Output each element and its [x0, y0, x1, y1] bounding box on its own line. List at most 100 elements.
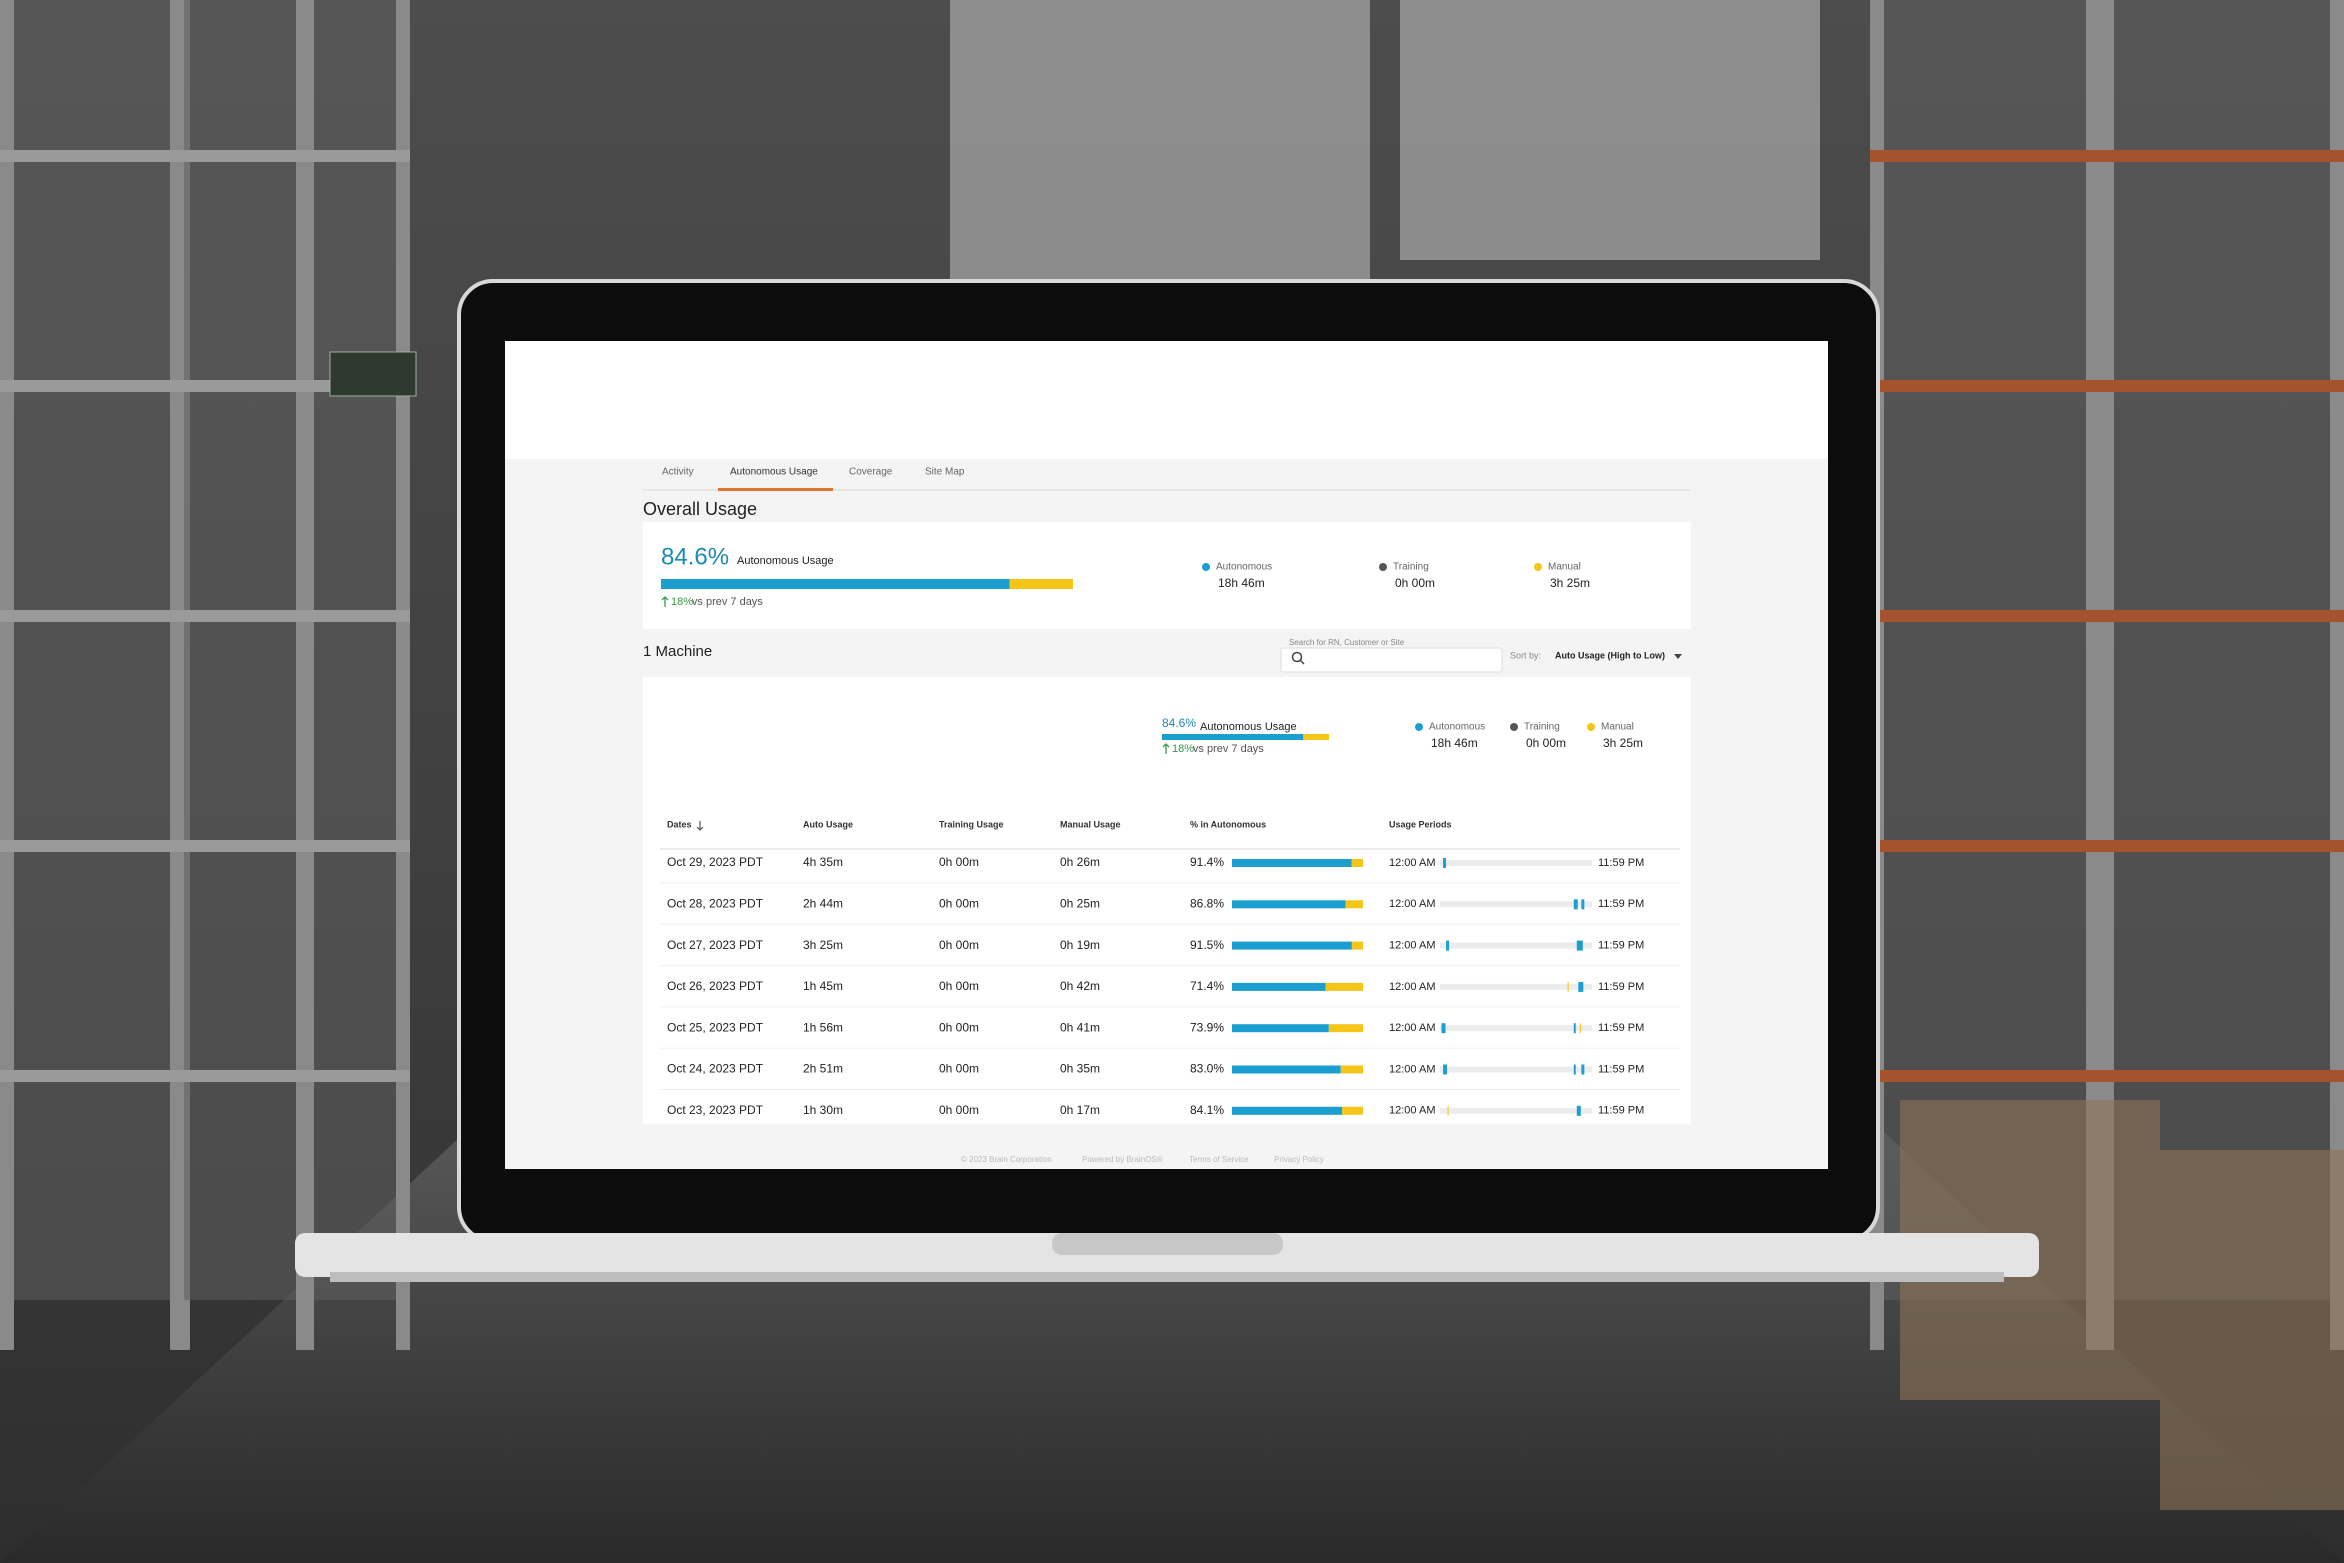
section-title: Overall Usage — [643, 499, 757, 519]
autonomous-bar — [661, 579, 1010, 589]
period-end: 11:59 PM — [1598, 1105, 1644, 1117]
cell-auto: 2h 44m — [803, 896, 843, 910]
legend-dot — [1415, 723, 1423, 731]
cell-percent: 83.0% — [1190, 1062, 1224, 1076]
cell-auto: 1h 30m — [803, 1103, 843, 1117]
shelf-stack — [1870, 0, 2100, 1300]
summary-label: Autonomous Usage — [1200, 721, 1297, 733]
footer-link: © 2023 Brain Corporation — [961, 1155, 1052, 1164]
legend-value: 3h 25m — [1603, 736, 1643, 750]
legend-dot — [1587, 723, 1595, 731]
shelf-beam — [2100, 840, 2344, 852]
column-header[interactable]: Dates — [667, 819, 692, 829]
shelf-beam — [170, 840, 310, 852]
cell-manual: 0h 17m — [1060, 1103, 1100, 1117]
legend-value: 0h 00m — [1395, 576, 1435, 590]
autonomous-bar — [1232, 859, 1352, 867]
timeline-segment — [1446, 940, 1450, 951]
boxes — [2160, 1150, 2344, 1510]
shelf-post — [2330, 0, 2344, 1350]
laptop-notch — [1052, 1233, 1283, 1255]
period-end: 11:59 PM — [1598, 1022, 1644, 1034]
dropdown-caret — [1674, 654, 1682, 659]
timeline-track — [1440, 901, 1592, 908]
section-title: 1 Machine — [643, 643, 712, 660]
cell-manual: 0h 19m — [1060, 938, 1100, 952]
footer-link: Powered by BrainOS® — [1082, 1155, 1163, 1164]
timeline-track — [1440, 860, 1592, 866]
shelf-beam — [1870, 1070, 2100, 1082]
period-start: 12:00 AM — [1389, 857, 1435, 869]
timeline-track — [1440, 1066, 1592, 1073]
timeline-track — [1440, 1025, 1592, 1032]
active-tab-underline — [718, 488, 833, 491]
timeline-segment — [1573, 899, 1578, 910]
timeline-track — [1440, 1107, 1592, 1114]
shelf-beam — [0, 610, 190, 622]
app-header — [505, 341, 1828, 459]
timeline-segment — [1573, 1064, 1576, 1075]
timeline-segment — [1443, 1064, 1448, 1075]
column-header: % in Autonomous — [1190, 819, 1266, 829]
cell-percent: 84.1% — [1190, 1103, 1224, 1117]
timeline-track — [1440, 983, 1592, 990]
cell-training: 0h 00m — [939, 1020, 979, 1034]
shelf-stack — [300, 0, 410, 1300]
search-box[interactable] — [1280, 647, 1503, 673]
cell-training: 0h 00m — [939, 855, 979, 869]
manual-bar — [1340, 1065, 1363, 1074]
legend-dot — [1510, 723, 1518, 731]
timeline-segment — [1441, 1023, 1446, 1034]
cell-training: 0h 00m — [939, 1103, 979, 1117]
timeline-segment — [1576, 1105, 1581, 1116]
shelf-post — [170, 0, 184, 1350]
cell-auto: 1h 45m — [803, 979, 843, 993]
cell-percent: 73.9% — [1190, 1020, 1224, 1034]
exit-sign — [329, 351, 417, 397]
timeline-segment — [1578, 981, 1584, 992]
shelf-beam — [2100, 1070, 2344, 1082]
summary-percent: 84.6% — [661, 543, 729, 570]
autonomous-bar — [1232, 1065, 1341, 1074]
shelf-beam — [170, 1070, 310, 1082]
manual-bar — [1342, 1106, 1363, 1115]
manual-bar — [1351, 859, 1363, 867]
shelf-beam — [170, 150, 310, 162]
cell-percent: 91.5% — [1190, 938, 1224, 952]
change-note: vs prev 7 days — [692, 596, 763, 608]
legend-dot — [1202, 563, 1210, 571]
cell-auto: 4h 35m — [803, 855, 843, 869]
shelf-beam — [300, 610, 410, 622]
cell-percent: 71.4% — [1190, 979, 1224, 993]
autonomous-bar — [1162, 734, 1304, 740]
autonomous-bar — [1232, 982, 1326, 991]
tab[interactable]: Activity — [662, 467, 694, 478]
shelf-beam — [0, 840, 190, 852]
legend-name: Autonomous — [1216, 562, 1272, 573]
tab[interactable]: Coverage — [849, 467, 893, 478]
cell-manual: 0h 25m — [1060, 896, 1100, 910]
footer-link[interactable]: Terms of Service — [1189, 1155, 1249, 1164]
cell-manual: 0h 41m — [1060, 1020, 1100, 1034]
legend-value: 18h 46m — [1431, 736, 1478, 750]
period-start: 12:00 AM — [1389, 1063, 1435, 1075]
manual-bar — [1351, 941, 1363, 950]
shelf-beam — [0, 380, 190, 392]
period-start: 12:00 AM — [1389, 898, 1435, 910]
footer-link[interactable]: Privacy Policy — [1274, 1155, 1324, 1164]
period-end: 11:59 PM — [1598, 1063, 1644, 1075]
manual-bar — [1325, 982, 1363, 991]
boxes — [950, 0, 1370, 300]
change-value: 18% — [671, 596, 693, 608]
tab[interactable]: Autonomous Usage — [730, 467, 818, 478]
sort-dropdown[interactable]: Auto Usage (High to Low) — [1555, 650, 1665, 660]
shelf-beam — [1870, 380, 2100, 392]
legend-dot — [1534, 563, 1542, 571]
tab[interactable]: Site Map — [925, 467, 965, 478]
manual-bar — [1328, 1024, 1363, 1033]
cell-training: 0h 00m — [939, 896, 979, 910]
cell-date: Oct 26, 2023 PDT — [667, 979, 764, 993]
timeline-segment — [1447, 1105, 1449, 1116]
change-value: 18% — [1172, 743, 1194, 755]
